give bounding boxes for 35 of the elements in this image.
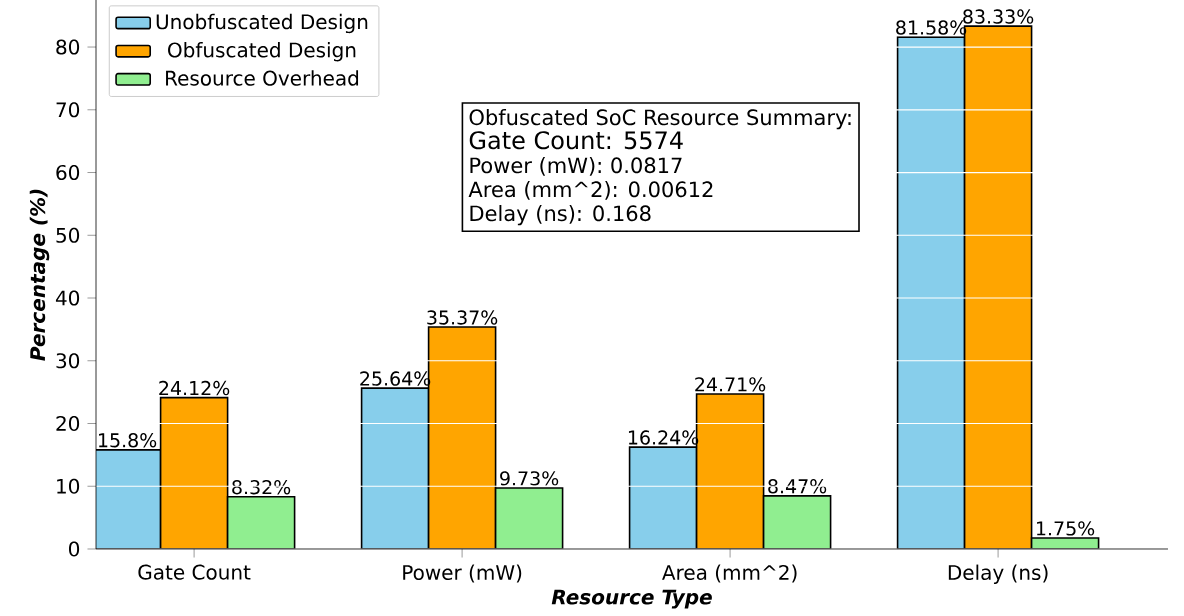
y-tick-label: 50 <box>56 227 80 243</box>
data-label: 24.12% <box>159 380 230 396</box>
legend-label: Resource Overhead <box>166 70 359 86</box>
x-axis-title: Resource Type <box>551 589 712 609</box>
legend-label: Obfuscated Design <box>168 42 356 62</box>
y-tick-label: 80 <box>56 39 80 55</box>
bar <box>159 396 229 549</box>
data-label: 35.37% <box>427 310 498 325</box>
x-tick-label: Area (mm^2) <box>662 564 797 583</box>
data-label: 8.32% <box>232 480 291 495</box>
bar <box>226 495 296 549</box>
x-tick-label: Gate Count <box>138 564 251 580</box>
y-tick-label: 40 <box>55 290 80 306</box>
y-tick-label: 70 <box>56 102 80 118</box>
data-label: 8.47% <box>768 479 827 494</box>
annotation: Gate Count: 5574 <box>469 131 683 150</box>
x-tick-label: Power (mW) <box>403 564 522 583</box>
y-axis-title: Percentage (%) <box>29 189 50 361</box>
data-label: 15.8% <box>99 433 157 448</box>
y-tick-label: 30 <box>56 353 80 369</box>
x-tick-label: Delay (ns) <box>948 564 1048 584</box>
data-label: 1.75% <box>1037 521 1095 536</box>
annotation: Power (mW): 0.0817 <box>470 157 682 176</box>
legend-label: Unobfuscated Design <box>156 13 368 34</box>
y-tick-label: 10 <box>57 478 80 494</box>
y-tick-label: 20 <box>56 415 80 432</box>
data-label: 24.71% <box>695 377 766 392</box>
bar <box>762 495 832 549</box>
bar <box>494 487 564 549</box>
data-label: 9.73% <box>500 471 559 486</box>
y-tick-label: 60 <box>56 164 80 181</box>
y-tick-label: 0 <box>69 541 80 557</box>
annotation: Area (mm^2): 0.00612 <box>468 181 713 200</box>
annotation: Obfuscated SoC Resource Summary: <box>469 109 851 130</box>
annotation: Delay (ns): 0.168 <box>470 205 651 226</box>
